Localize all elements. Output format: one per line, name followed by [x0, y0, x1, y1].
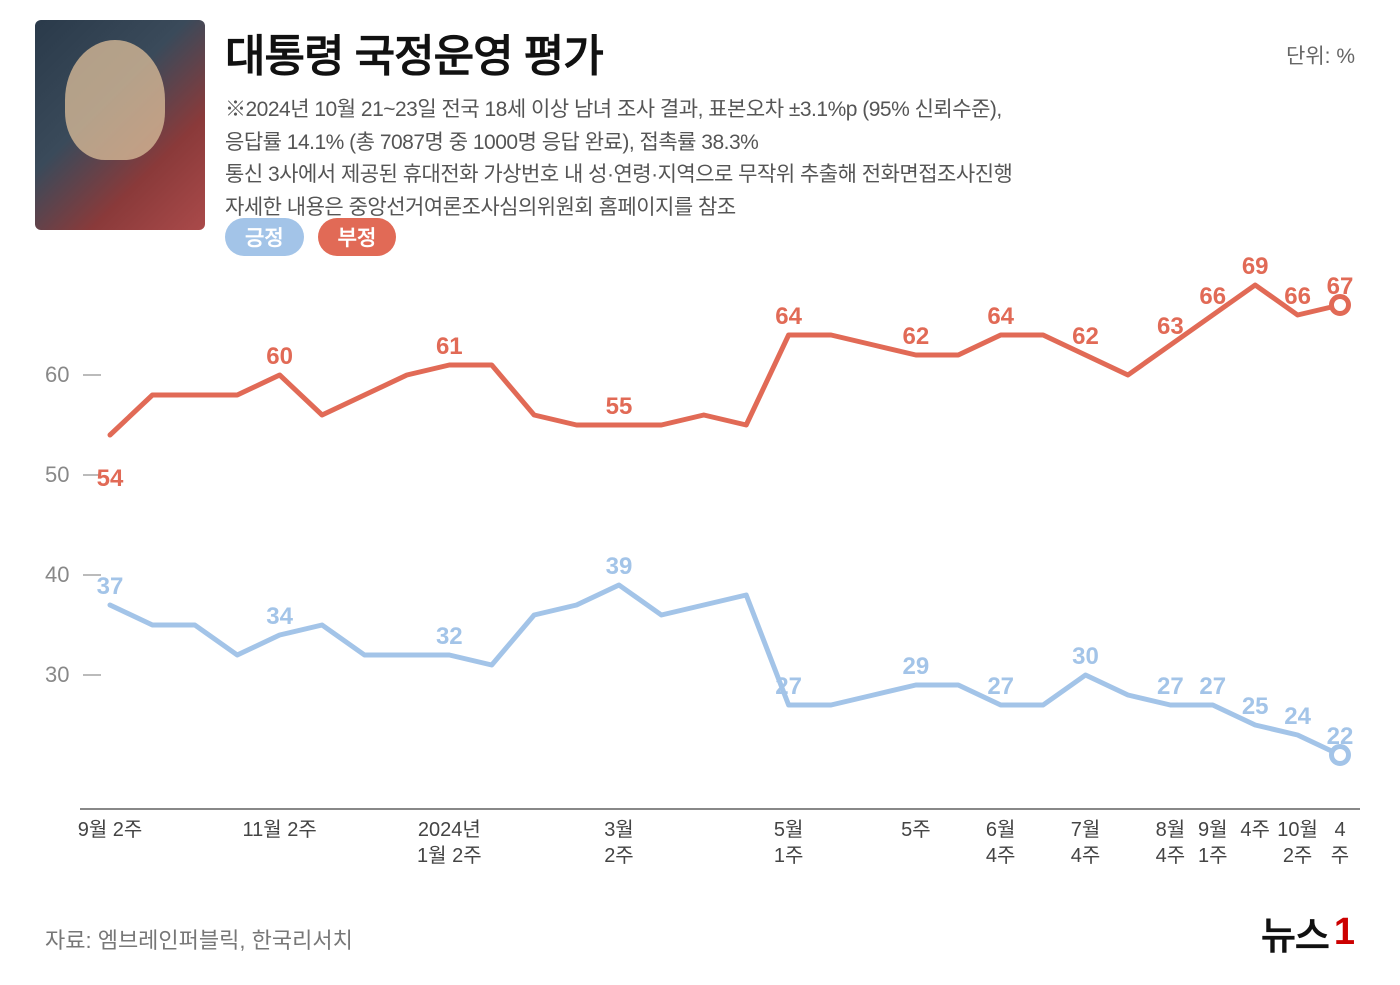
portrait-photo [35, 20, 205, 230]
x-axis-tick-label: 5주 [901, 817, 931, 843]
infographic-root: 대통령 국정운영 평가 ※2024년 10월 21~23일 전국 18세 이상 … [0, 0, 1400, 985]
x-axis-tick-label: 11월 2주 [243, 817, 317, 843]
source-attribution: 자료: 엠브레인퍼블릭, 한국리서치 [45, 923, 353, 955]
axis-layer: 9월 2주11월 2주2024년 1월 2주3월 2주5월 1주5주6월 4주7… [45, 255, 1355, 855]
desc-line: 응답률 14.1% (총 7087명 중 1000명 응답 완료), 접촉률 3… [225, 127, 1365, 160]
logo-text: 뉴스 [1261, 905, 1329, 960]
x-axis-tick-label: 4주 [1331, 817, 1349, 869]
x-axis-tick-label: 2024년 1월 2주 [417, 817, 482, 869]
x-axis-tick-label: 9월 2주 [78, 817, 143, 843]
desc-line: 통신 3사에서 제공된 휴대전화 가상번호 내 성·연령·지역으로 무작위 추출… [225, 159, 1365, 192]
x-axis-tick-label: 9월 1주 [1198, 817, 1228, 869]
legend-negative-pill: 부정 [318, 218, 397, 256]
header-text-block: 대통령 국정운영 평가 ※2024년 10월 21~23일 전국 18세 이상 … [225, 20, 1365, 224]
x-axis-tick-label: 5월 1주 [774, 817, 804, 869]
chart-legend: 긍정 부정 [225, 218, 396, 256]
chart-description: ※2024년 10월 21~23일 전국 18세 이상 남녀 조사 결과, 표본… [225, 94, 1365, 224]
x-axis-tick-label: 7월 4주 [1071, 817, 1101, 869]
x-axis-tick-label: 10월 2주 [1277, 817, 1318, 869]
chart-title: 대통령 국정운영 평가 [225, 20, 1365, 84]
x-axis-line [80, 808, 1360, 810]
x-axis-tick-label: 6월 4주 [986, 817, 1016, 869]
header-row: 대통령 국정운영 평가 ※2024년 10월 21~23일 전국 18세 이상 … [35, 20, 1365, 230]
desc-line: ※2024년 10월 21~23일 전국 18세 이상 남녀 조사 결과, 표본… [225, 94, 1365, 127]
unit-label: 단위: % [1286, 40, 1355, 70]
logo-number: 1 [1334, 911, 1355, 954]
chart-area: 30405060 5460615564626462636669666737343… [45, 255, 1355, 855]
news-logo: 뉴스 1 [1261, 905, 1355, 960]
x-axis-tick-label: 3월 2주 [604, 817, 634, 869]
legend-positive-pill: 긍정 [225, 218, 304, 256]
x-axis-tick-label: 4주 [1240, 817, 1270, 843]
x-axis-tick-label: 8월 4주 [1156, 817, 1186, 869]
